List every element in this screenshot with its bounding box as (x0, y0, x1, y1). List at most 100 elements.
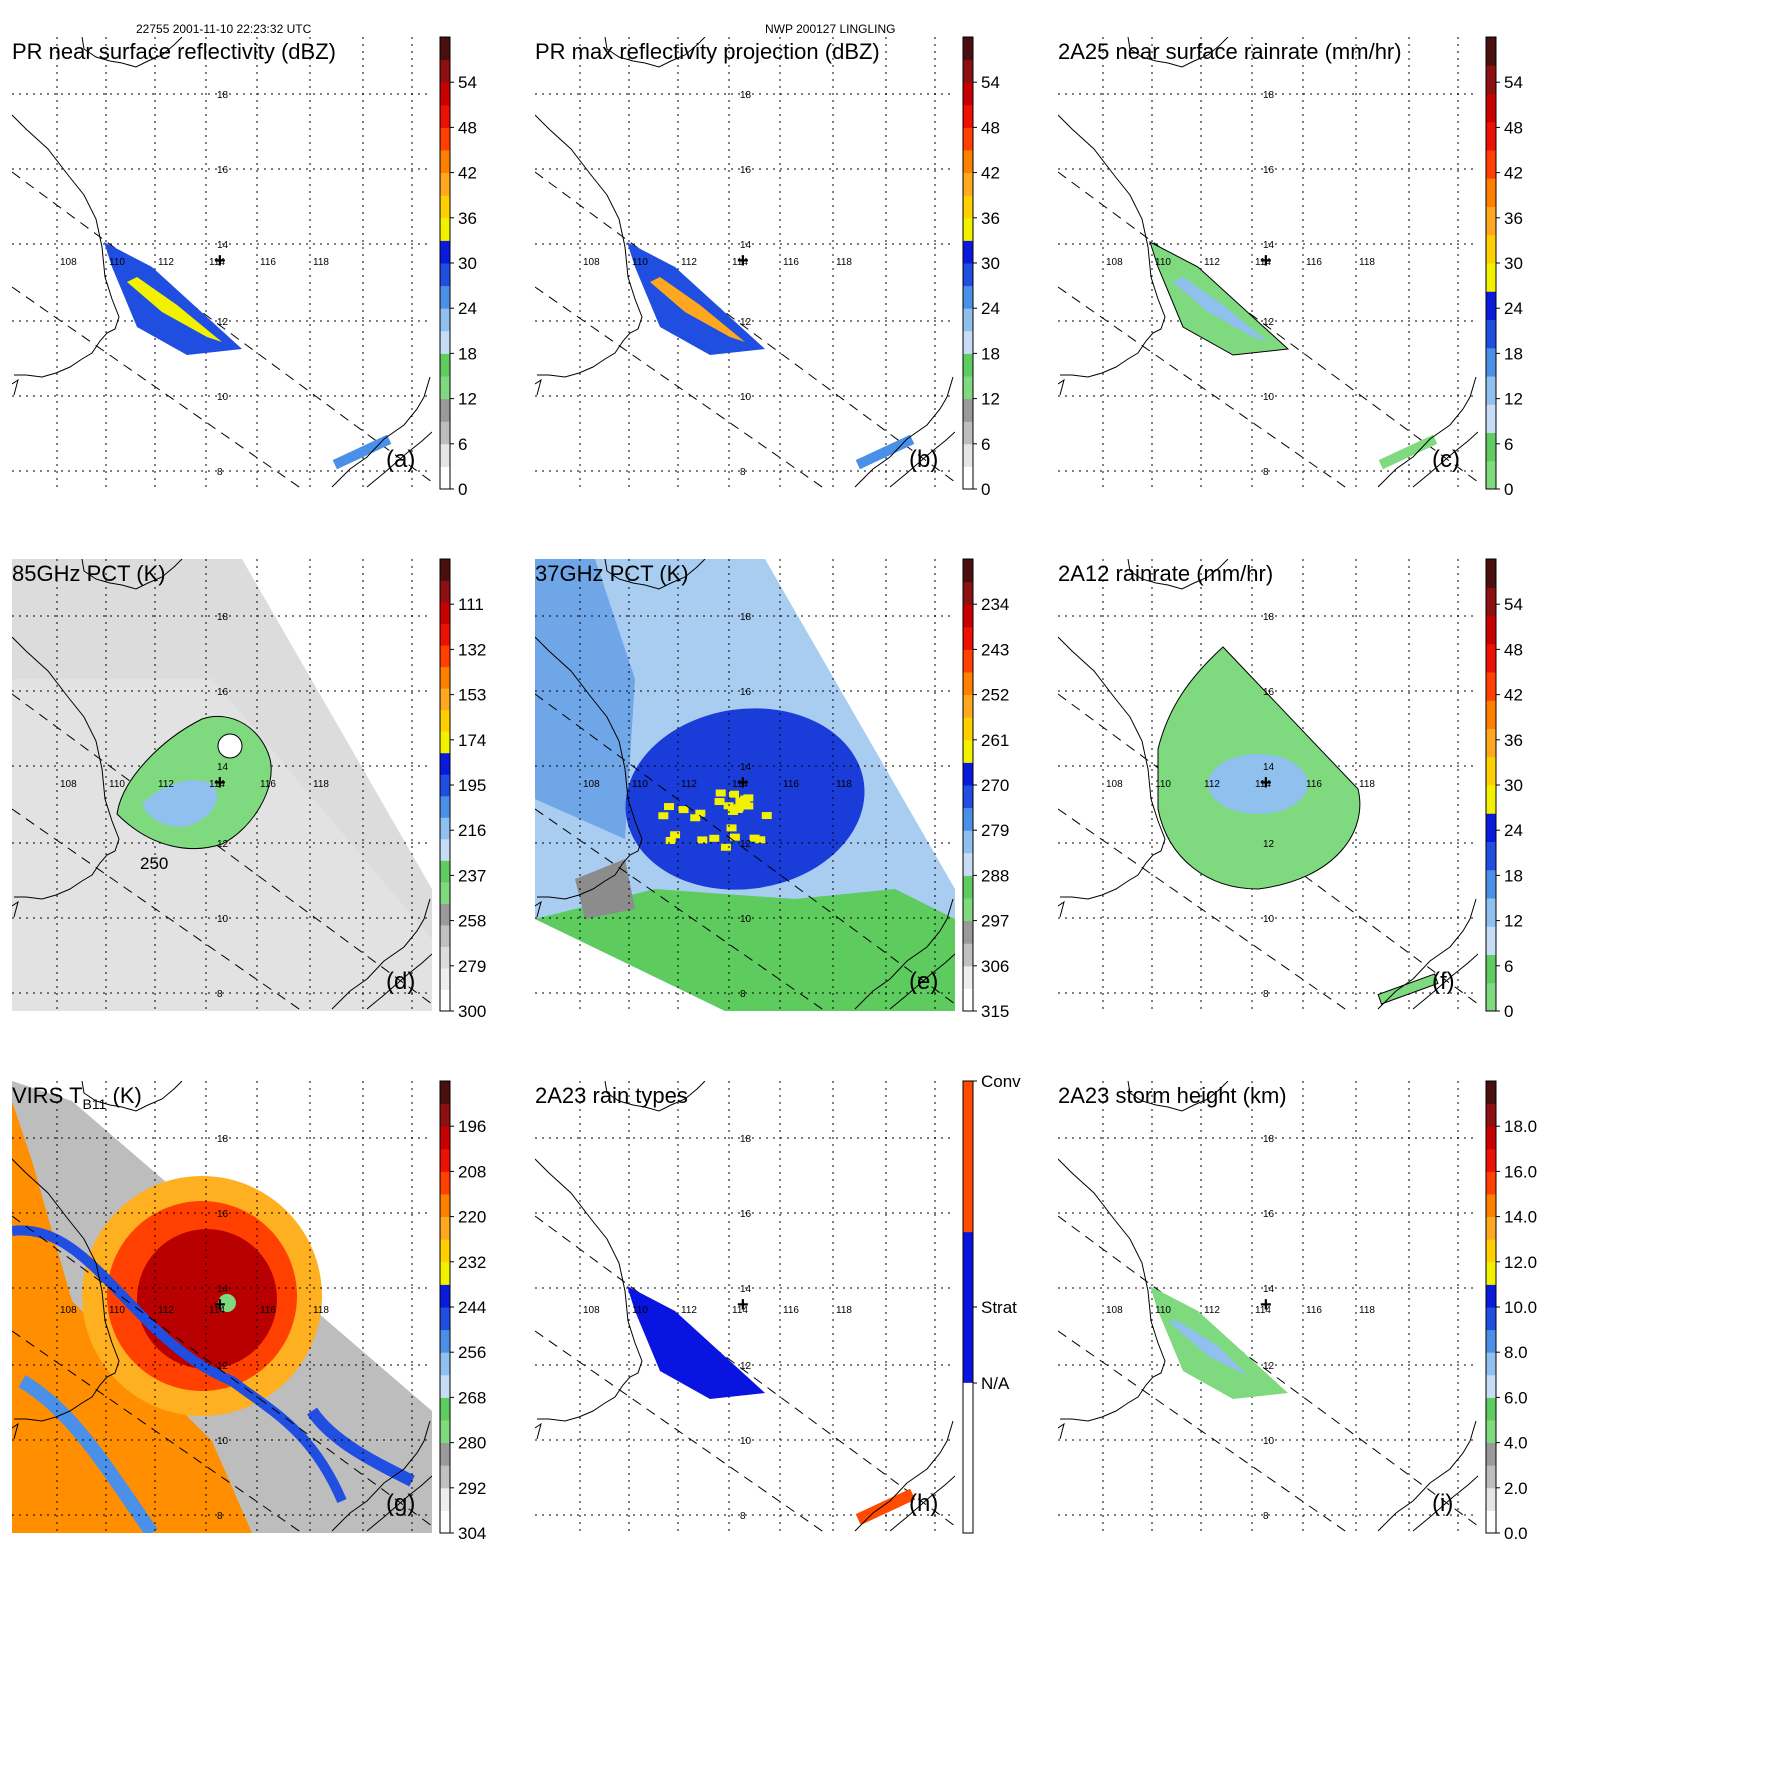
colorbar-segment (1486, 404, 1496, 433)
storm-center-marker: + (737, 250, 749, 272)
colorbar-segment (1486, 37, 1496, 66)
colorbar-segment (963, 1382, 973, 1534)
lat-label: 18 (740, 90, 752, 101)
precip-core (127, 277, 222, 342)
colorbar-segment (1486, 1081, 1496, 1105)
colorbar-segment (1486, 813, 1496, 842)
colorbar-segment (1486, 291, 1496, 320)
colorbar-tick-label: 14.0 (1504, 1208, 1537, 1227)
convective-pixel (749, 834, 760, 842)
colorbar-tick-label: 18 (981, 344, 1000, 363)
lat-label: 10 (217, 914, 229, 925)
colorbar-segment (963, 559, 973, 583)
colorbar-segment (1486, 700, 1496, 729)
colorbar-segment (963, 285, 973, 309)
colorbar-tick-label: 252 (981, 686, 1009, 705)
lon-label: 116 (1306, 257, 1322, 268)
storm-height-core (1168, 1321, 1248, 1376)
convective-pixel (720, 843, 731, 851)
convective-pixel (697, 836, 708, 844)
colorbar-tick-label: 0 (458, 480, 467, 499)
lon-label: 116 (1306, 779, 1322, 790)
colorbar-segment (1486, 982, 1496, 1012)
colorbar-segment (1486, 1397, 1496, 1421)
colorbar-segment (963, 852, 973, 876)
coastline (1058, 1081, 1478, 1532)
colorbar-segment (1486, 1487, 1496, 1511)
lon-label: 118 (836, 779, 852, 790)
colorbar-segment (1486, 1420, 1496, 1444)
swath-edge-line (1058, 1215, 1478, 1527)
coastline (1058, 37, 1478, 488)
colorbar-segment (1486, 65, 1496, 94)
lat-label: 16 (217, 1209, 229, 1220)
colorbar-segment (440, 709, 450, 732)
colorbar-segment (963, 988, 973, 1012)
panel-title: 2A23 rain types (535, 1083, 688, 1108)
swath-edge-line (535, 171, 955, 483)
precip-cell (332, 434, 392, 470)
lat-label: 18 (217, 612, 229, 623)
lat-label: 8 (740, 467, 746, 478)
lon-label: 114 (209, 1305, 225, 1316)
colorbar-segment (1486, 728, 1496, 758)
colorbar-segment (963, 308, 973, 332)
colorbar-segment (963, 330, 973, 354)
colorbar-tick-label: 24 (981, 299, 1000, 318)
colorbar-tick-label: 195 (458, 776, 486, 795)
colorbar-tick-label: 220 (458, 1208, 486, 1227)
coastline (535, 37, 955, 488)
colorbar-segment (440, 989, 450, 1012)
lon-label: 110 (109, 1305, 125, 1316)
lon-label: 114 (732, 257, 748, 268)
colorbar-tick-label: 300 (458, 1002, 486, 1021)
colorbar-tick-label: 279 (981, 821, 1009, 840)
convective-pixel (714, 798, 725, 806)
land-patch (575, 859, 635, 919)
colorbar-segment (1486, 1148, 1496, 1172)
lat-label: 16 (217, 165, 229, 176)
colorbar-tick-label: 297 (981, 912, 1009, 931)
colorbar-segment (963, 875, 973, 899)
lon-label: 110 (109, 779, 125, 790)
lon-label: 118 (1359, 1305, 1375, 1316)
colorbar-tick-label: 12 (1504, 912, 1523, 931)
panel-title: VIRS TB11 (K) (12, 1083, 142, 1112)
lon-label: 116 (1306, 1305, 1322, 1316)
colorbar-segment (440, 1126, 450, 1150)
colorbar-segment (1486, 1374, 1496, 1398)
storm-height-area (1150, 1286, 1288, 1399)
colorbar-tick-label: 6 (1504, 435, 1513, 454)
colorbar-tick-label: 24 (1504, 821, 1523, 840)
lon-label: 114 (732, 779, 748, 790)
swath-edge-line (535, 1215, 955, 1527)
lat-label: 8 (217, 467, 223, 478)
convective-pixel (690, 814, 701, 822)
colorbar-segment (1486, 1261, 1496, 1285)
colorbar-segment (1486, 1239, 1496, 1263)
lat-lon-grid (1058, 37, 1478, 489)
panel-title: 85GHz PCT (K) (12, 561, 166, 586)
lat-label: 14 (740, 762, 752, 773)
swath-edge-line (535, 693, 955, 1005)
lat-label: 16 (740, 165, 752, 176)
storm-center-marker: + (737, 1294, 749, 1316)
panel-title: 37GHz PCT (K) (535, 561, 689, 586)
panel-label: (c) (1432, 446, 1460, 473)
stratiform-area (627, 1286, 765, 1399)
spiral-band (307, 1407, 415, 1487)
colorbar-tick-label: 268 (458, 1388, 486, 1407)
colorbar-segment (1486, 263, 1496, 292)
panel-title: 2A23 storm height (km) (1058, 1083, 1287, 1108)
storm-center-marker: + (214, 1294, 226, 1316)
lat-label: 10 (1263, 1436, 1275, 1447)
colorbar-tick-label: 292 (458, 1479, 486, 1498)
colorbar-segment (963, 37, 973, 61)
colorbar-tick-label: 244 (458, 1298, 486, 1317)
colorbar-segment (1486, 347, 1496, 377)
convective-pixel (695, 809, 706, 817)
